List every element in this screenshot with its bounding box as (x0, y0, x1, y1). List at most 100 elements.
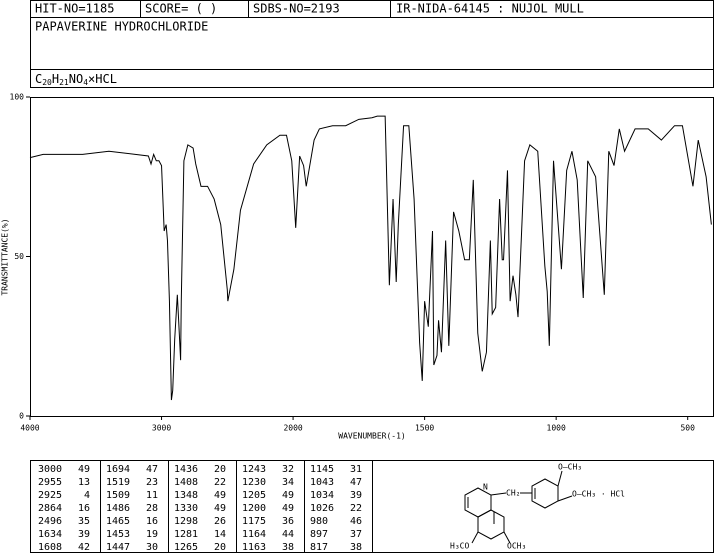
peak-transmittance: 49 (214, 490, 226, 501)
peak-wavenumber: 1200 (242, 503, 266, 514)
sdbs-no: SDBS-NO=2193 (253, 2, 340, 16)
peak-wavenumber: 897 (310, 529, 328, 540)
formula-part: H (52, 72, 59, 86)
score: SCORE= ( ) (145, 2, 217, 16)
ring (477, 509, 505, 540)
peak-transmittance: 49 (78, 464, 90, 475)
y-tick-label: 100 (10, 93, 25, 102)
peak-wavenumber: 1175 (242, 516, 266, 527)
y-tick-label: 50 (14, 252, 24, 261)
peak-transmittance: 44 (282, 529, 294, 540)
peak-wavenumber: 1330 (174, 503, 198, 514)
peak-transmittance: 37 (350, 529, 362, 540)
formula-part: NO (69, 72, 83, 86)
formula-part: C (35, 72, 42, 86)
atom-label: H₃CO (450, 542, 469, 551)
peak-transmittance: 22 (350, 503, 362, 514)
header (30, 0, 714, 88)
peak-wavenumber: 1486 (106, 503, 130, 514)
peak-transmittance: 20 (214, 542, 226, 553)
atom-label: N (483, 483, 488, 492)
peak-transmittance: 16 (146, 516, 158, 527)
x-axis-label: WAVENUMBER(-1) (338, 432, 405, 441)
peak-transmittance: 31 (350, 464, 362, 475)
peak-transmittance: 38 (350, 542, 362, 553)
x-tick-label: 1500 (415, 424, 434, 433)
peak-wavenumber: 1447 (106, 542, 130, 553)
x-tick-label: 2000 (283, 424, 302, 433)
x-tick-label: 4000 (20, 424, 39, 433)
peak-wavenumber: 2955 (38, 477, 62, 488)
peak-transmittance: 11 (146, 490, 158, 501)
formula: C20H21NO4×HCL (35, 72, 117, 87)
peak-wavenumber: 1436 (174, 464, 198, 475)
spectrum-line (29, 115, 712, 401)
peak-transmittance: 13 (78, 477, 90, 488)
method: IR-NIDA-64145 : NUJOL MULL (396, 2, 584, 16)
peak-wavenumber: 817 (310, 542, 328, 553)
peak-wavenumber: 1465 (106, 516, 130, 527)
peak-wavenumber: 1694 (106, 464, 130, 475)
x-tick-label: 3000 (152, 424, 171, 433)
peak-transmittance: 49 (282, 503, 294, 514)
peak-wavenumber: 1034 (310, 490, 334, 501)
atom-label: O—CH₃ · HCl (572, 490, 625, 499)
peak-transmittance: 22 (214, 477, 226, 488)
peak-wavenumber: 1608 (38, 542, 62, 553)
ring (531, 478, 559, 509)
bond (557, 495, 573, 502)
formula-sub: 4 (83, 78, 88, 87)
peak-transmittance: 16 (78, 503, 90, 514)
peak-transmittance: 49 (282, 490, 294, 501)
bond (490, 492, 507, 496)
peak-transmittance: 28 (146, 503, 158, 514)
peak-wavenumber: 1164 (242, 529, 266, 540)
peak-wavenumber: 1145 (310, 464, 334, 475)
plot: 4000 3000 2000 1500 1000 500 0 50 100 (10, 93, 712, 433)
plot-frame (30, 97, 714, 417)
peak-transmittance: 47 (350, 477, 362, 488)
peak-wavenumber: 1265 (174, 542, 198, 553)
peak-transmittance: 4 (84, 490, 90, 501)
peak-wavenumber: 1243 (242, 464, 266, 475)
x-tick-label: 500 (680, 424, 695, 433)
peak-transmittance: 14 (214, 529, 226, 540)
peak-transmittance: 49 (214, 503, 226, 514)
peak-wavenumber: 2864 (38, 503, 62, 514)
peak-wavenumber: 2925 (38, 490, 62, 501)
peak-wavenumber: 1281 (174, 529, 198, 540)
peak-wavenumber: 2496 (38, 516, 62, 527)
peak-wavenumber: 1408 (174, 477, 198, 488)
peak-transmittance: 39 (78, 529, 90, 540)
peak-transmittance: 39 (350, 490, 362, 501)
table-frame (30, 460, 714, 553)
peak-transmittance: 47 (146, 464, 158, 475)
hit-no: HIT-NO=1185 (35, 2, 114, 16)
peak-wavenumber: 1634 (38, 529, 62, 540)
formula-sub: 20 (42, 78, 52, 87)
x-tick-label: 1000 (547, 424, 566, 433)
peak-wavenumber: 980 (310, 516, 328, 527)
peak-transmittance: 20 (214, 464, 226, 475)
peak-transmittance: 46 (350, 516, 362, 527)
peak-wavenumber: 1519 (106, 477, 130, 488)
bond (503, 531, 511, 544)
header-box (30, 0, 714, 88)
peak-transmittance: 30 (146, 542, 158, 553)
formula-sub: 21 (59, 78, 69, 87)
peak-transmittance: 32 (282, 464, 294, 475)
peak-wavenumber: 1205 (242, 490, 266, 501)
atom-label: CH₂ (506, 489, 520, 498)
peak-wavenumber: 1453 (106, 529, 130, 540)
peak-transmittance: 19 (146, 529, 158, 540)
bond (471, 531, 479, 544)
bond (557, 470, 563, 487)
peak-transmittance: 42 (78, 542, 90, 553)
peak-wavenumber: 1026 (310, 503, 334, 514)
peak-wavenumber: 1230 (242, 477, 266, 488)
y-axis-label: TRANSMITTANCE(%) (1, 218, 10, 295)
peak-wavenumber: 1509 (106, 490, 130, 501)
